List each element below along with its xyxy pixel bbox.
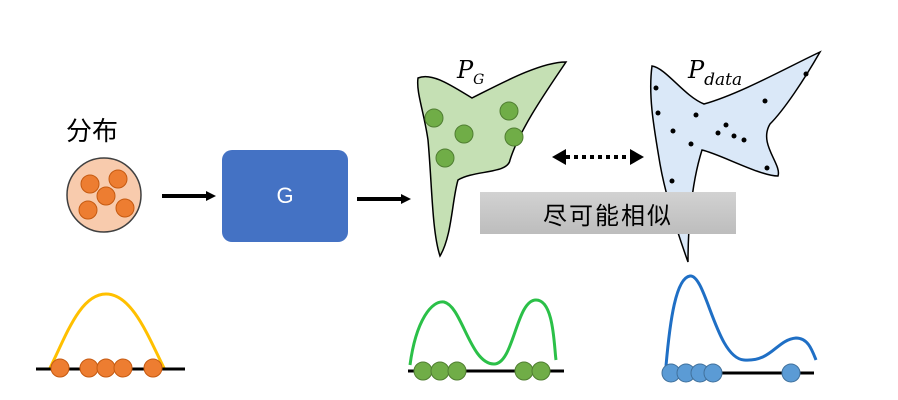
pg-distribution-shape — [416, 61, 568, 258]
pg-samples — [424, 101, 524, 168]
black-dot — [741, 137, 747, 143]
pdata-label: Pdata — [688, 56, 742, 90]
blue-density-curve — [664, 274, 818, 367]
green-dot — [424, 108, 444, 128]
orange-dot — [108, 169, 128, 189]
black-dot — [670, 128, 676, 134]
orange-dot — [78, 200, 98, 220]
pg-label: PG — [457, 56, 484, 88]
orange-dot — [115, 198, 135, 218]
black-dot — [723, 122, 729, 128]
pdata-samples — [653, 71, 809, 184]
similarity-text: 尽可能相似 — [543, 201, 673, 230]
source-density-plot — [36, 292, 185, 378]
green-dot — [514, 361, 534, 381]
yellow-density-curve — [48, 292, 166, 369]
data-density-plot — [661, 274, 818, 383]
pg-label-sub: G — [473, 72, 485, 88]
green-dot — [531, 361, 551, 381]
green-dot — [504, 127, 524, 147]
pdata-label-main: P — [688, 56, 705, 84]
black-dot — [653, 85, 659, 91]
orange-dot — [80, 174, 100, 194]
green-density-curve — [408, 298, 558, 366]
green-dot — [413, 361, 433, 381]
arrowhead-right — [630, 149, 644, 165]
black-dot — [762, 98, 768, 104]
black-dot — [803, 71, 809, 77]
orange-dot — [113, 358, 133, 378]
similarity-banner: 尽可能相似 — [480, 192, 736, 234]
distribution-label: 分布 — [66, 117, 119, 147]
source-distribution-sample — [66, 157, 142, 233]
generated-density-plot — [408, 298, 564, 381]
black-dot — [655, 110, 661, 116]
green-dot — [447, 361, 467, 381]
generator-label: G — [276, 183, 294, 208]
black-dot — [731, 133, 737, 139]
orange-dot — [96, 358, 116, 378]
green-dot — [499, 101, 519, 121]
pg-label-main: P — [457, 56, 474, 84]
black-dot — [764, 165, 770, 171]
blue-dot — [781, 363, 801, 383]
pdata-label-sub: data — [704, 70, 743, 90]
blue-dot — [703, 363, 723, 383]
arrowhead-left — [552, 149, 566, 165]
green-dot — [430, 361, 450, 381]
orange-dot — [50, 358, 70, 378]
black-dot — [715, 130, 721, 136]
black-dot — [669, 178, 675, 184]
orange-dot — [96, 186, 116, 206]
green-dot — [435, 148, 455, 168]
orange-dot — [79, 358, 99, 378]
green-dot — [454, 124, 474, 144]
generator-box: G — [222, 150, 348, 242]
orange-dot — [143, 358, 163, 378]
black-dot — [693, 112, 699, 118]
black-dot — [688, 141, 694, 147]
